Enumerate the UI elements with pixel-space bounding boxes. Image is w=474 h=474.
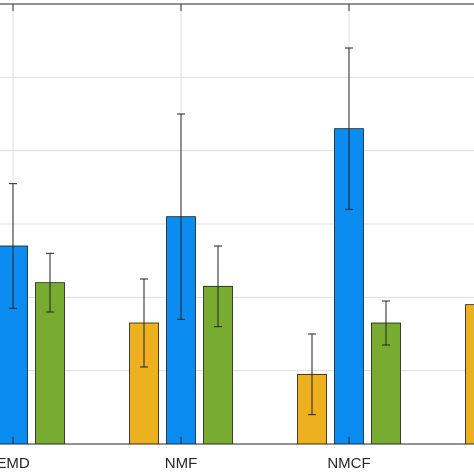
axes [0, 3, 474, 445]
x-tick-label: NMCF [327, 455, 370, 472]
x-tick-label: EMD [0, 455, 30, 472]
grid-lines [0, 3, 474, 444]
bar-group [0, 128, 474, 445]
bar [465, 304, 474, 445]
error-bar-group [9, 47, 390, 416]
x-tick-label: NMF [165, 455, 198, 472]
bar [0, 245, 28, 445]
x-tick-labels: EMD NMF NMCF [0, 455, 371, 472]
